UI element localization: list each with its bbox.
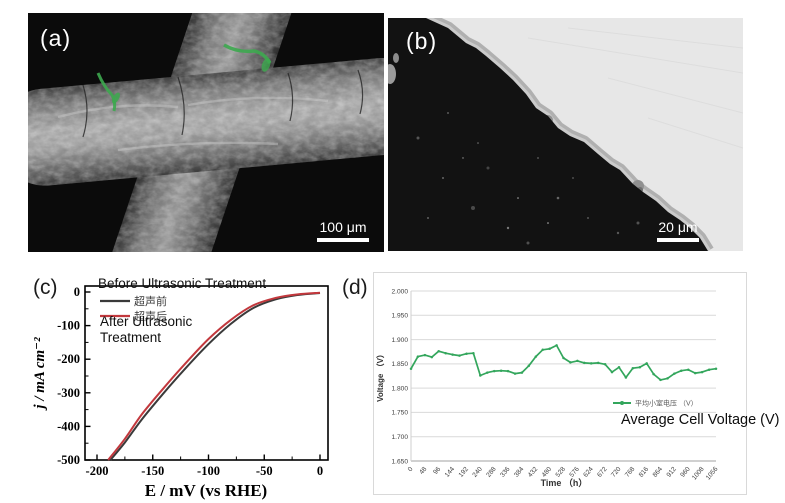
svg-text:672: 672 [596, 466, 609, 479]
svg-text:48: 48 [418, 466, 428, 476]
panel-b-sem-image: (b) 20 μm [388, 18, 743, 251]
svg-text:1008: 1008 [691, 466, 706, 482]
svg-text:1.950: 1.950 [391, 313, 408, 320]
svg-text:-150: -150 [141, 464, 164, 478]
fiber-cracks [82, 69, 364, 138]
edge-particle [388, 64, 396, 84]
svg-text:j / mA cm⁻²: j / mA cm⁻² [32, 337, 48, 411]
panel-c-label: (c) [33, 276, 58, 299]
panel-a-scale-text: 100 μm [319, 219, 367, 235]
svg-text:平均小室电压 （V）: 平均小室电压 （V） [635, 399, 698, 408]
svg-text:1.750: 1.750 [391, 410, 408, 417]
green-deposits [96, 43, 272, 112]
svg-text:816: 816 [638, 466, 651, 479]
svg-text:288: 288 [485, 466, 498, 479]
panel-a-sem-image: (a) 100 μm [28, 13, 384, 252]
excel-chart-frame: 2.000 1.950 1.900 1.850 1.800 1.750 1.700 1.650… [373, 272, 747, 495]
sem-fibers-illustration [28, 13, 384, 252]
svg-text:1.850: 1.850 [391, 361, 408, 368]
annotation-average-cell-voltage: Average Cell Voltage (V) [621, 412, 780, 428]
svg-text:-100: -100 [57, 319, 80, 333]
svg-text:336: 336 [499, 466, 512, 479]
svg-text:912: 912 [665, 466, 678, 479]
svg-text:480: 480 [541, 466, 554, 479]
svg-text:768: 768 [624, 466, 637, 479]
panel-b-scale-bar: 20 μm [657, 219, 699, 242]
substrate-speckles [416, 112, 640, 245]
svg-text:1056: 1056 [705, 466, 720, 482]
svg-text:1.650: 1.650 [391, 458, 408, 465]
svg-text:240: 240 [471, 466, 484, 479]
svg-text:192: 192 [458, 466, 471, 479]
svg-text:0: 0 [317, 464, 323, 478]
panel-b-scale-text: 20 μm [658, 219, 698, 235]
scale-bar-line [657, 238, 699, 242]
substrate-region [388, 18, 708, 251]
svg-text:384: 384 [513, 466, 526, 479]
svg-text:0: 0 [407, 466, 415, 474]
svg-text:-50: -50 [256, 464, 273, 478]
panel-d-voltage-chart: (d) 2.000 1.950 1.900 1.850 1.800 1.750 1.700 1… [338, 268, 785, 503]
svg-text:624: 624 [582, 466, 595, 479]
svg-text:-200: -200 [86, 464, 109, 478]
sem-cross-section-illustration [388, 18, 743, 251]
svg-text:E / mV (vs RHE): E / mV (vs RHE) [145, 481, 267, 500]
svg-text:超声前: 超声前 [134, 294, 167, 308]
svg-text:720: 720 [610, 466, 623, 479]
svg-text:2.000: 2.000 [391, 288, 408, 295]
panel-c-polarization-chart: (c) -200 -150 -100 -50 0 0 -100 -200 -300 -400 -50… [30, 268, 362, 503]
annotation-before-ultrasonic: Before Ultrasonic Treatment [98, 276, 267, 291]
panel-a-label: (a) [40, 25, 72, 51]
svg-text:864: 864 [652, 466, 665, 479]
svg-text:-400: -400 [57, 419, 80, 433]
panel-d-label: (d) [342, 276, 368, 299]
svg-text:超声后: 超声后 [134, 309, 167, 323]
svg-text:-500: -500 [57, 453, 80, 467]
svg-text:432: 432 [527, 466, 540, 479]
scale-bar-line [317, 238, 369, 242]
svg-text:1.700: 1.700 [391, 434, 408, 441]
svg-text:-200: -200 [57, 352, 80, 366]
voltage-time-plot: 2.000 1.950 1.900 1.850 1.800 1.750 1.700 1.650… [375, 288, 720, 488]
svg-text:96: 96 [432, 466, 442, 476]
svg-text:1.800: 1.800 [391, 385, 408, 392]
polish-scratches [527, 27, 743, 149]
svg-text:576: 576 [568, 466, 581, 479]
svg-text:144: 144 [444, 466, 457, 479]
panel-b-label: (b) [406, 28, 438, 54]
svg-text:Voltage （V）: Voltage （V） [375, 350, 385, 402]
annotation-after-ultrasonic: After Ultrasonic Treatment [100, 314, 193, 345]
svg-text:Time （h）: Time （h） [541, 478, 588, 488]
svg-text:-100: -100 [197, 464, 220, 478]
svg-text:1.900: 1.900 [391, 337, 408, 344]
fiber-highlights [57, 96, 329, 152]
svg-text:-300: -300 [57, 386, 80, 400]
panel-a-scale-bar: 100 μm [317, 219, 369, 242]
edge-particle [393, 53, 399, 63]
svg-text:0: 0 [74, 285, 80, 299]
svg-text:528: 528 [555, 466, 568, 479]
